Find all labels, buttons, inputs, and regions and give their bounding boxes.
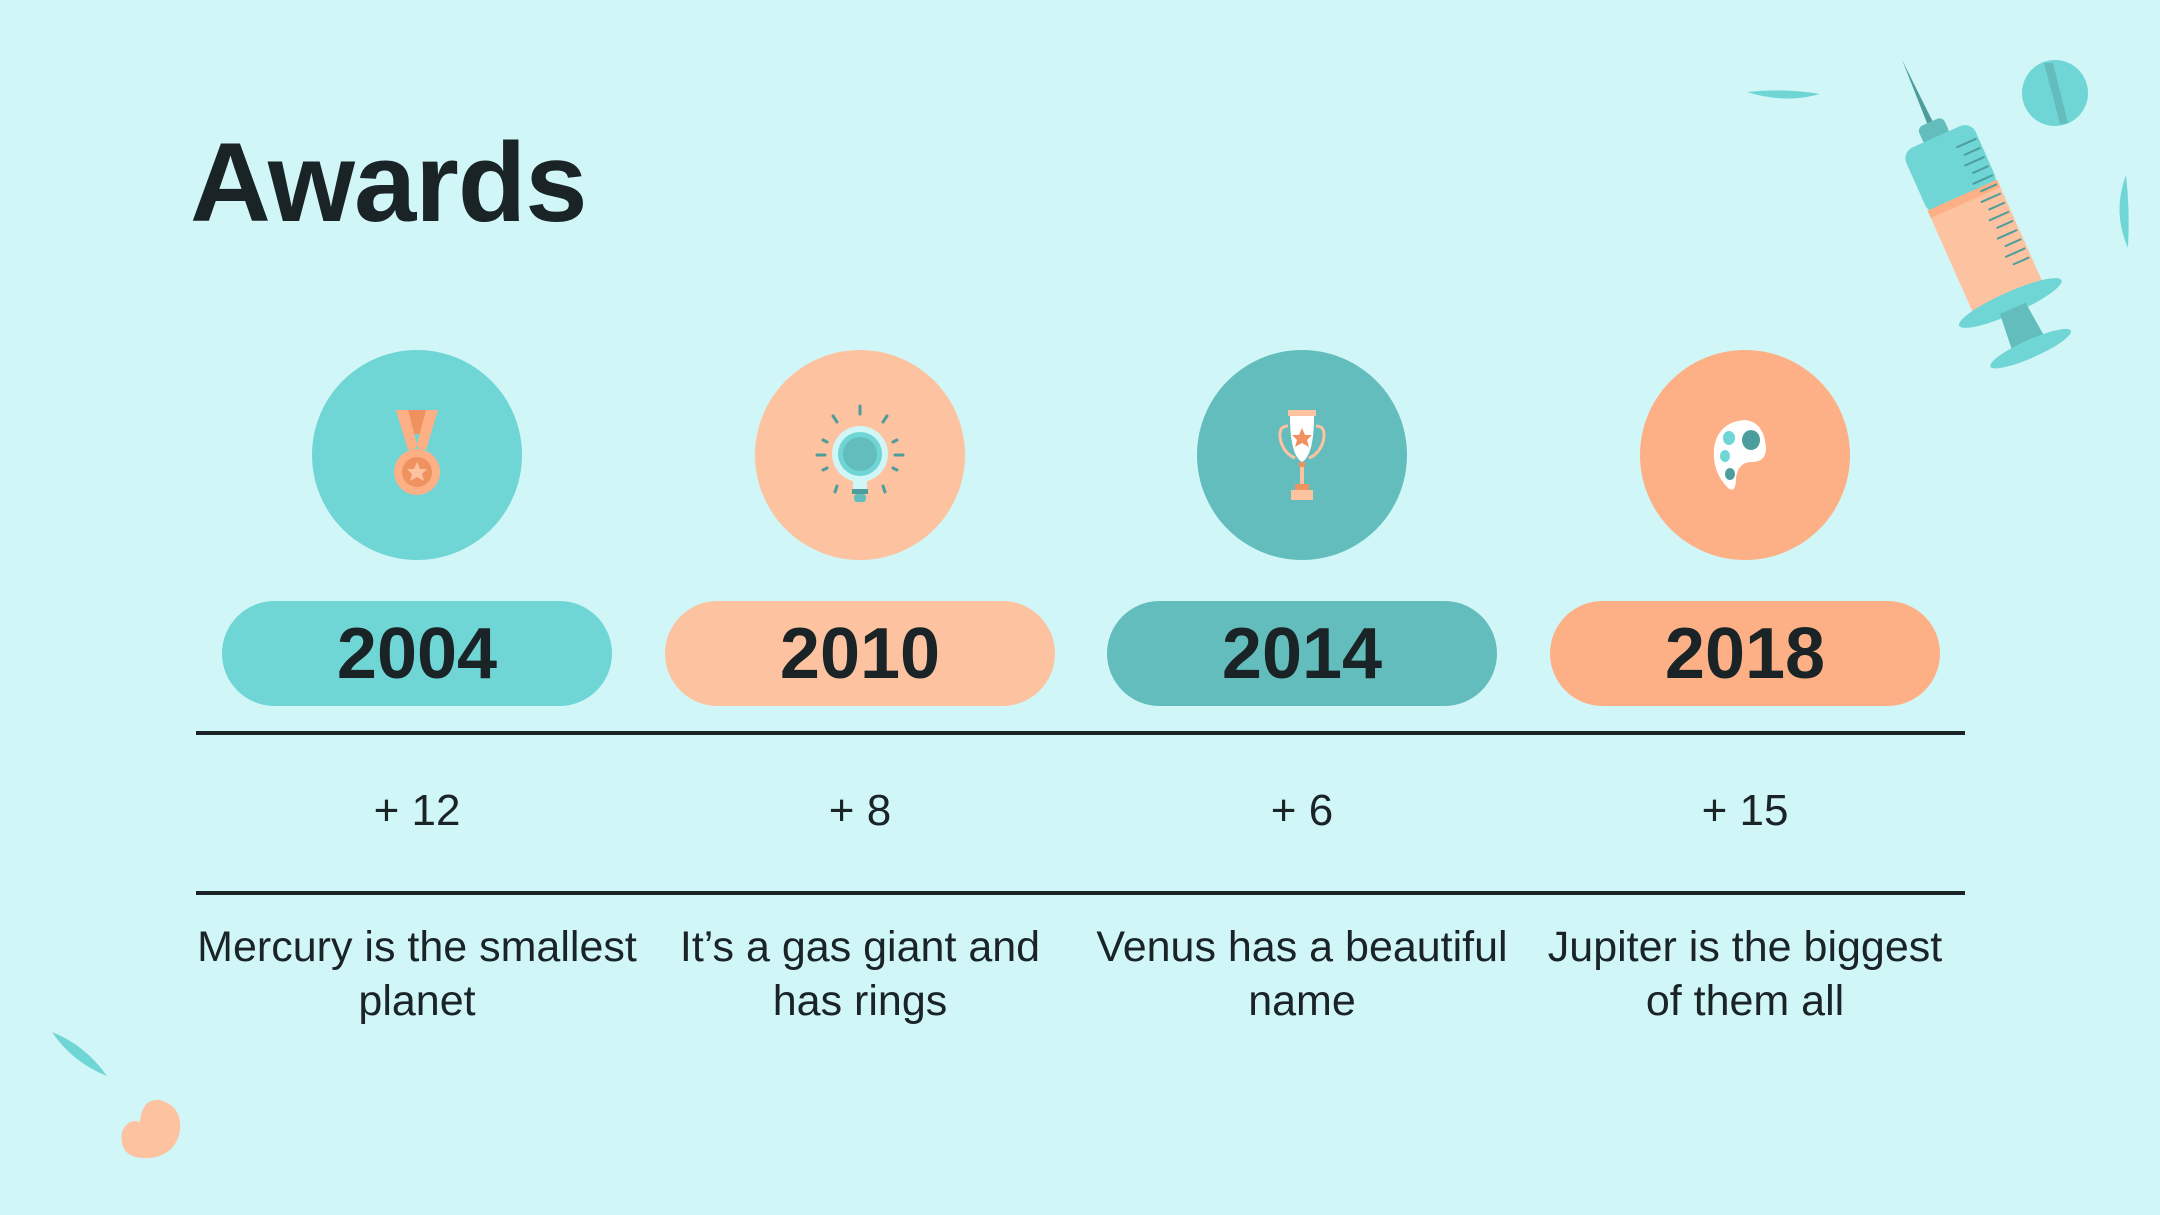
award-description: Mercury is the smallest planet xyxy=(197,923,637,1025)
trophy-icon xyxy=(1278,410,1326,500)
divider-bottom xyxy=(196,891,1965,895)
award-count: + 6 xyxy=(1270,786,1334,835)
award-icon-circle xyxy=(1640,350,1850,560)
syringe-icon xyxy=(1902,60,2071,369)
year-pill: 2018 xyxy=(1550,601,1940,706)
award-count: + 8 xyxy=(828,786,892,835)
award-description: Jupiter is the biggest of them all xyxy=(1547,923,1943,1025)
award-count: + 12 xyxy=(373,786,461,835)
award-count: + 15 xyxy=(1701,786,1789,835)
pill-icon xyxy=(2022,60,2088,126)
leaf-decoration xyxy=(1747,90,1820,99)
award-description: It’s a gas giant and has rings xyxy=(679,923,1041,1025)
page-title: Awards xyxy=(190,120,588,245)
leaf-decoration xyxy=(2119,175,2129,248)
heart-decoration xyxy=(121,1099,181,1159)
award-icon-circle xyxy=(755,350,965,560)
award-description: Venus has a beautiful name xyxy=(1096,923,1508,1025)
medal-icon xyxy=(394,410,440,495)
year-pill: 2004 xyxy=(222,601,612,706)
award-icon-circle xyxy=(1197,350,1407,560)
award-icon-circle xyxy=(312,350,522,560)
year-pill: 2014 xyxy=(1107,601,1497,706)
divider-top xyxy=(196,731,1965,735)
year-pill: 2010 xyxy=(665,601,1055,706)
lightbulb-icon xyxy=(815,404,905,502)
palette-icon xyxy=(1713,420,1766,490)
leaf-decoration xyxy=(52,1032,107,1076)
